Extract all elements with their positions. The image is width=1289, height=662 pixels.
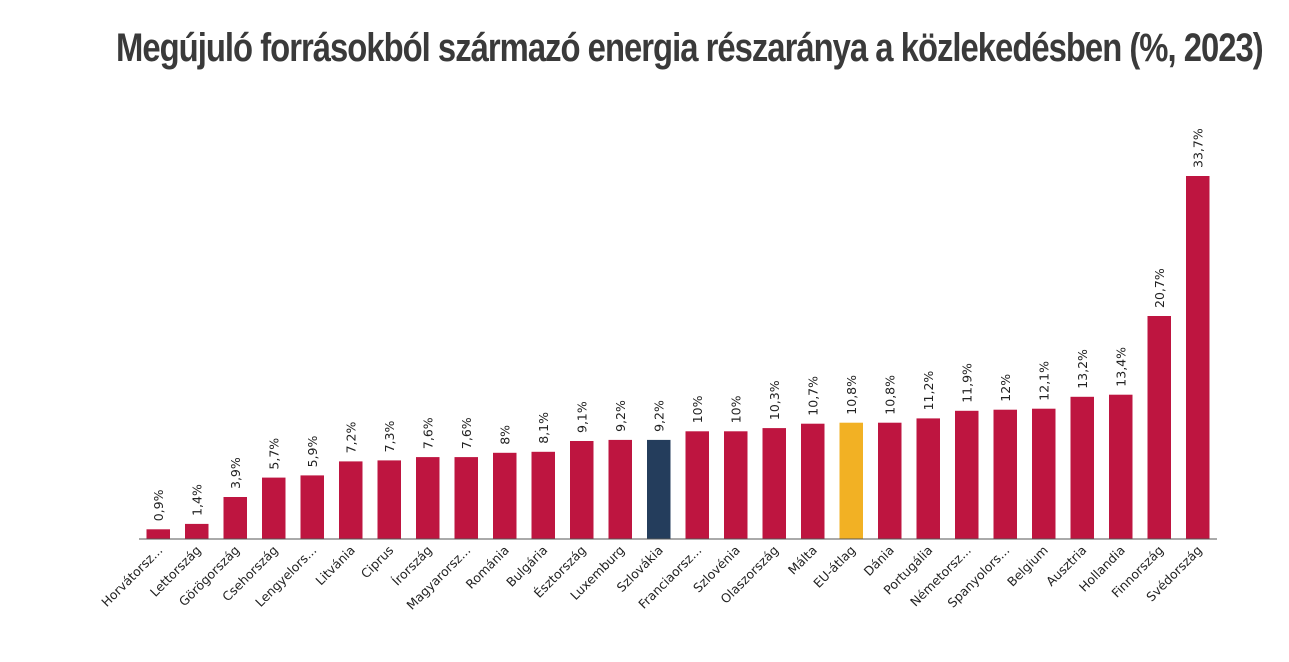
tick-label-5: Litvánia (312, 543, 358, 589)
tick-label-17: Málta (785, 543, 820, 578)
data-label-6: 7,3% (382, 421, 397, 453)
bar-22 (993, 409, 1017, 539)
bar-19 (878, 422, 902, 539)
bar-8 (454, 457, 478, 539)
data-label-17: 10,7% (805, 376, 820, 416)
data-label-19: 10,8% (882, 375, 897, 415)
data-label-24: 13,2% (1075, 349, 1090, 389)
bar-12 (608, 439, 632, 539)
bar-18 (839, 422, 863, 539)
bar-16 (762, 428, 786, 539)
bar-6 (377, 460, 401, 539)
bar-14 (685, 431, 709, 539)
bar-24 (1070, 396, 1094, 539)
data-label-1: 1,4% (189, 484, 204, 516)
data-label-18: 10,8% (844, 375, 859, 415)
data-label-27: 33,7% (1190, 128, 1205, 168)
data-label-9: 8% (497, 425, 512, 445)
tick-label-23: Belgium (1004, 543, 1051, 590)
data-label-0: 0,9% (151, 489, 166, 521)
data-label-23: 12,1% (1036, 361, 1051, 401)
bar-21 (955, 410, 979, 539)
bars-group (146, 176, 1210, 539)
bar-13 (647, 439, 671, 539)
bar-20 (916, 418, 940, 539)
bar-27 (1186, 176, 1210, 539)
bar-15 (724, 431, 748, 539)
data-label-10: 8,1% (536, 412, 551, 444)
data-label-14: 10% (690, 395, 705, 423)
bar-23 (1032, 408, 1056, 539)
data-label-21: 11,9% (959, 363, 974, 403)
tick-label-19: Dánia (861, 543, 897, 579)
bar-4 (300, 475, 324, 539)
data-label-20: 11,2% (921, 371, 936, 411)
data-label-11: 9,1% (574, 401, 589, 433)
data-label-5: 7,2% (343, 422, 358, 454)
bar-1 (185, 523, 209, 539)
bar-26 (1147, 316, 1171, 539)
tick-label-0: Horvátorsz... (98, 543, 165, 610)
data-label-25: 13,4% (1113, 347, 1128, 387)
data-labels-group: 0,9% 1,4% 3,9% 5,7% 5,9% 7,2% 7,3% 7,6% 7,6% 8% 8,… (151, 128, 1206, 521)
data-label-16: 10,3% (767, 380, 782, 420)
data-label-4: 5,9% (305, 436, 320, 468)
bar-7 (416, 457, 440, 539)
bar-0 (146, 529, 170, 539)
data-label-2: 3,9% (228, 457, 243, 489)
bar-5 (339, 461, 363, 539)
data-label-12: 9,2% (613, 400, 628, 432)
data-label-3: 5,7% (266, 438, 281, 470)
data-label-22: 12% (998, 374, 1013, 402)
tick-label-18: EU-átlag (810, 543, 858, 591)
bar-3 (262, 477, 286, 539)
chart-title: Megújuló forrásokból származó energia ré… (116, 26, 1264, 70)
data-label-7: 7,6% (420, 417, 435, 449)
data-label-15: 10% (728, 395, 743, 423)
data-label-8: 7,6% (459, 417, 474, 449)
bar-9 (493, 452, 517, 539)
bar-17 (801, 423, 825, 539)
bar-25 (1109, 394, 1133, 539)
bar-10 (531, 451, 555, 539)
bar-11 (570, 441, 594, 539)
tick-labels-group: Horvátorsz...LettországGörögországCsehor… (98, 543, 1205, 613)
bar-2 (223, 497, 247, 539)
data-label-13: 9,2% (651, 400, 666, 432)
data-label-26: 20,7% (1152, 268, 1167, 308)
